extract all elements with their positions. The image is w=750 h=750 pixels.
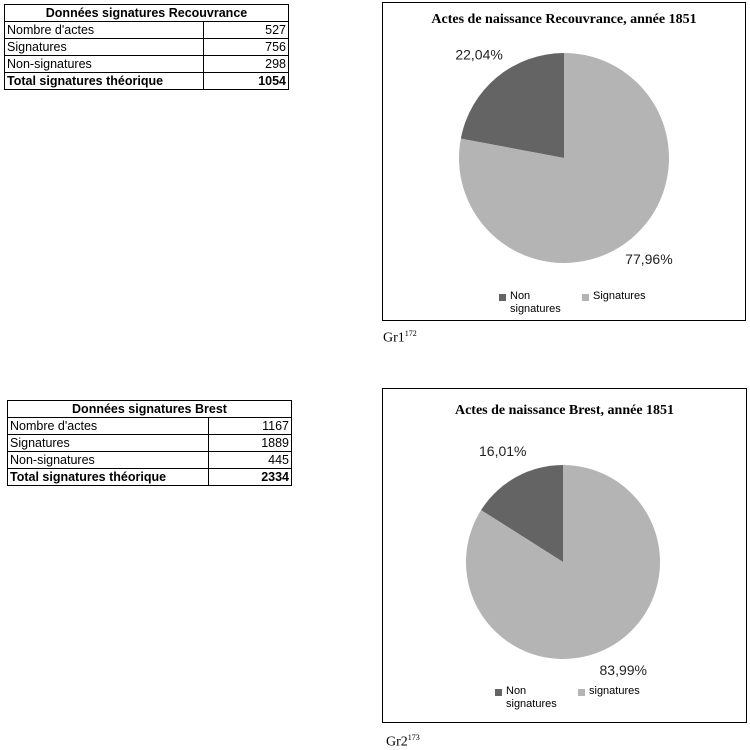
slice-label: 22,04% xyxy=(455,46,502,62)
pie-chart: Actes de naissance Recouvrance, année 18… xyxy=(431,12,696,267)
legend-item: Non signatures xyxy=(499,290,570,316)
table-title: Données signatures Recouvrance xyxy=(4,4,289,22)
table-header-row: Données signatures Brest xyxy=(7,400,292,418)
row-label: Non-signatures xyxy=(4,55,204,73)
table-title: Données signatures Brest xyxy=(7,400,292,418)
table-header-row: Données signatures Recouvrance xyxy=(4,4,289,22)
row-value: 1889 xyxy=(208,434,292,452)
row-label: Signatures xyxy=(4,38,204,56)
row-label: Total signatures théorique xyxy=(7,468,209,486)
row-label: Signatures xyxy=(7,434,209,452)
chart-title: Actes de naissance Brest, année 1851 xyxy=(455,403,674,418)
table-row: Total signatures théorique 1054 xyxy=(4,72,289,90)
legend-swatch xyxy=(499,294,506,301)
row-value: 756 xyxy=(203,38,289,56)
chart: Actes de naissance Recouvrance, année 18… xyxy=(382,2,746,321)
legend-swatch xyxy=(578,689,585,696)
pie-chart: Actes de naissance Brest, année 1851 16,0… xyxy=(455,403,674,678)
row-value: 1054 xyxy=(203,72,289,90)
row-label: Nombre d'actes xyxy=(7,417,209,435)
data-table: Données signatures Recouvrance Nombre d'a… xyxy=(4,4,289,90)
row-value: 445 xyxy=(208,451,292,469)
caption: Gr2173 xyxy=(386,733,420,750)
row-label: Non-signatures xyxy=(7,451,209,469)
footnote-ref: 173 xyxy=(407,733,420,742)
slice-label: 77,96% xyxy=(625,251,672,267)
table-row: Total signatures théorique 2334 xyxy=(7,468,292,486)
footnote-ref: 172 xyxy=(404,329,417,338)
table-row: Signatures 756 xyxy=(4,38,289,56)
row-value: 527 xyxy=(203,21,289,39)
chart-title: Actes de naissance Recouvrance, année 18… xyxy=(431,12,696,27)
data-table: Données signatures Brest Nombre d'actes 11… xyxy=(7,400,292,486)
legend-label: Non signatures xyxy=(510,290,561,315)
slice-label: 83,99% xyxy=(600,662,647,678)
row-value: 1167 xyxy=(208,417,292,435)
pie-slice xyxy=(459,53,669,264)
table-row: Non-signatures 298 xyxy=(4,55,289,73)
legend-label: Non signatures xyxy=(506,685,557,710)
caption-text: Gr1 xyxy=(383,330,405,346)
table-row: Nombre d'actes 527 xyxy=(4,21,289,39)
chart: Actes de naissance Brest, année 1851 16,0… xyxy=(382,388,747,723)
legend-item: Non signatures xyxy=(495,685,566,711)
legend-label: Signatures xyxy=(593,290,646,302)
pie-slice xyxy=(481,465,563,562)
legend-swatch xyxy=(582,294,589,301)
table-row: Nombre d'actes 1167 xyxy=(7,417,292,435)
table-row: Non-signatures 445 xyxy=(7,451,292,469)
slice-label: 16,01% xyxy=(479,443,526,459)
row-label: Total signatures théorique xyxy=(4,72,204,90)
row-value: 298 xyxy=(203,55,289,73)
row-value: 2334 xyxy=(208,468,292,486)
caption: Gr1172 xyxy=(383,329,417,347)
row-label: Nombre d'actes xyxy=(4,21,204,39)
caption-text: Gr2 xyxy=(386,734,408,750)
pie-slice xyxy=(460,53,564,158)
legend-item: Signatures xyxy=(582,290,646,303)
legend-swatch xyxy=(495,689,502,696)
legend-label: signatures xyxy=(589,685,640,697)
legend: Non signatures signatures xyxy=(495,685,640,711)
table-row: Signatures 1889 xyxy=(7,434,292,452)
pie-slice xyxy=(466,465,660,659)
legend: Non signatures Signatures xyxy=(499,290,646,316)
legend-item: signatures xyxy=(578,685,640,698)
